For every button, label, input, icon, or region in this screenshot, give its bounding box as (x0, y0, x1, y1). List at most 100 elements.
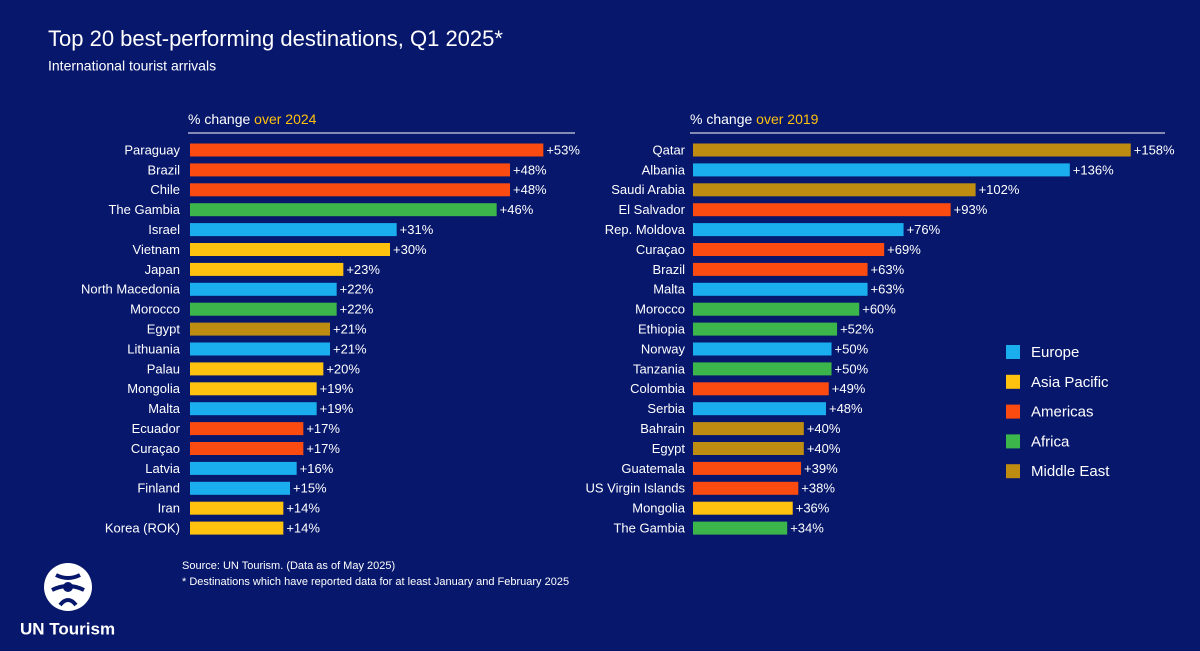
category-label: Mongolia (127, 381, 181, 396)
legend-label: Middle East (1031, 463, 1110, 480)
category-label: Israel (148, 222, 180, 237)
category-label: Egypt (652, 441, 686, 456)
category-label: The Gambia (108, 202, 180, 217)
axis-title-main: % change (188, 111, 250, 127)
legend-swatch (1006, 464, 1020, 479)
axis-title: % change over 2024 (188, 111, 317, 127)
bar (190, 203, 497, 217)
axis-title-main: % change (690, 111, 752, 127)
legend-label: Africa (1031, 433, 1070, 450)
bar (190, 183, 510, 197)
logo-text: UN Tourism (20, 619, 115, 638)
bar (693, 322, 838, 336)
bar (190, 342, 330, 356)
category-label: Morocco (130, 302, 180, 317)
category-label: Brazil (147, 162, 180, 177)
bar (693, 481, 799, 495)
value-label: +36% (796, 501, 830, 516)
value-label: +19% (320, 381, 354, 396)
bar (693, 143, 1131, 157)
bar (190, 362, 324, 376)
category-label: Serbia (647, 401, 685, 416)
bar (693, 501, 793, 515)
bar (190, 501, 284, 515)
category-label: Mongolia (632, 501, 686, 516)
value-label: +38% (801, 481, 835, 496)
bar (190, 163, 510, 177)
bar (693, 282, 868, 296)
value-label: +21% (333, 322, 367, 337)
bar (190, 481, 290, 495)
bar (693, 402, 826, 416)
value-label: +158% (1134, 142, 1175, 157)
category-label: Finland (137, 481, 180, 496)
category-label: Malta (148, 401, 181, 416)
value-label: +17% (306, 421, 340, 436)
category-label: The Gambia (613, 521, 685, 536)
value-label: +48% (513, 182, 547, 197)
value-label: +40% (807, 441, 841, 456)
category-label: Korea (ROK) (105, 521, 180, 536)
category-label: Ethiopia (638, 322, 686, 337)
value-label: +22% (340, 282, 374, 297)
category-label: Tanzania (633, 361, 686, 376)
axis-title-highlight: over 2024 (254, 111, 316, 127)
legend-swatch (1006, 404, 1020, 419)
legend-label: Americas (1031, 404, 1094, 421)
category-label: Saudi Arabia (611, 182, 685, 197)
value-label: +30% (393, 242, 427, 257)
bar (693, 262, 868, 276)
category-label: Iran (158, 501, 180, 516)
category-label: Japan (145, 262, 180, 277)
axis-title-highlight: over 2019 (756, 111, 818, 127)
value-label: +19% (320, 401, 354, 416)
bar (693, 342, 832, 356)
value-label: +69% (887, 242, 921, 257)
subtitle: International tourist arrivals (48, 58, 216, 74)
value-label: +22% (340, 302, 374, 317)
category-label: Guatemala (621, 461, 685, 476)
value-label: +50% (835, 341, 869, 356)
bar (693, 183, 976, 197)
category-label: Colombia (630, 381, 686, 396)
bar (693, 461, 802, 475)
category-label: Egypt (147, 322, 181, 337)
value-label: +39% (804, 461, 838, 476)
bar (693, 203, 951, 217)
value-label: +60% (862, 302, 896, 317)
bar (190, 422, 304, 436)
legend-swatch (1006, 374, 1020, 389)
category-label: Lithuania (127, 341, 181, 356)
category-label: Curaçao (636, 242, 685, 257)
category-label: Curaçao (131, 441, 180, 456)
value-label: +136% (1073, 162, 1114, 177)
footnote: * Destinations which have reported data … (182, 576, 569, 588)
bar (693, 521, 788, 535)
category-label: Brazil (652, 262, 685, 277)
bar (190, 402, 317, 416)
legend-label: Europe (1031, 344, 1079, 361)
bar (693, 163, 1070, 177)
category-label: Norway (641, 341, 686, 356)
value-label: +52% (840, 322, 874, 337)
bar (190, 442, 304, 455)
value-label: +14% (286, 501, 320, 516)
legend-label: Asia Pacific (1031, 374, 1109, 391)
value-label: +46% (500, 202, 534, 217)
category-label: Latvia (145, 461, 180, 476)
bar (693, 382, 829, 396)
bar (190, 243, 390, 256)
value-label: +93% (954, 202, 988, 217)
category-label: Qatar (652, 142, 685, 157)
category-label: Vietnam (133, 242, 180, 257)
value-label: +31% (400, 222, 434, 237)
bar (190, 143, 544, 157)
value-label: +16% (300, 461, 334, 476)
bar (190, 262, 344, 276)
bar (190, 322, 330, 336)
title: Top 20 best-performing destinations, Q1 … (48, 26, 503, 51)
bar (693, 302, 860, 316)
value-label: +102% (979, 182, 1020, 197)
bar (693, 422, 804, 436)
